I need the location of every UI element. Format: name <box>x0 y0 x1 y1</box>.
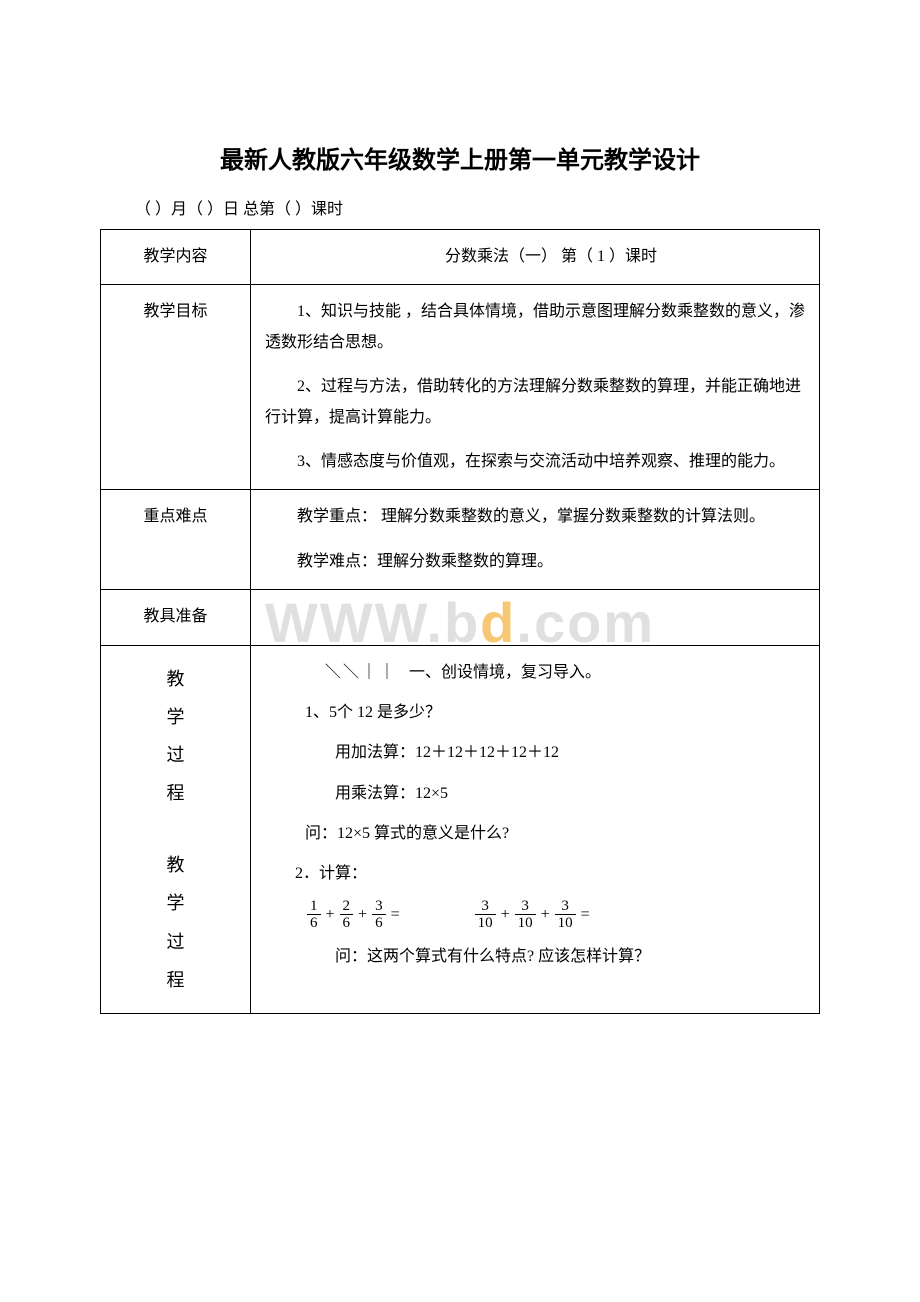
process-char: 教 <box>115 848 236 882</box>
fraction: 310 <box>555 898 576 932</box>
tools-value <box>251 590 820 645</box>
process-body: ＼＼｜｜ 一、创设情境，复习导入。 1、5个 12 是多少？ 用加法算：12＋1… <box>251 645 820 1014</box>
goal-cell: 1、知识与技能 ，结合具体情境，借助示意图理解分数乘整数的意义，渗透数形结合思想… <box>251 285 820 490</box>
tally-marks: ＼＼｜｜ <box>325 664 397 681</box>
fraction: 26 <box>340 898 354 932</box>
process-q3: 问：这两个算式有什么特点? 应该怎样计算？ <box>335 942 805 972</box>
equation-2: 310 + 310 + 310 = <box>473 898 593 932</box>
page-title: 最新人教版六年级数学上册第一单元教学设计 <box>100 140 820 175</box>
fraction: 16 <box>307 898 321 932</box>
fraction: 36 <box>372 898 386 932</box>
equation-line: 16 + 26 + 36 = 310 + 310 + 310 = <box>305 898 805 932</box>
process-char: 程 <box>115 776 236 810</box>
content-value: 分数乘法（一） 第（ 1 ）课时 <box>251 230 820 285</box>
content-label: 教学内容 <box>101 230 251 285</box>
process-a2: 用乘法算：12×5 <box>335 779 805 809</box>
process-a1: 用加法算：12＋12＋12＋12＋12 <box>335 738 805 768</box>
goal-1: 1、知识与技能 ，结合具体情境，借助示意图理解分数乘整数的意义，渗透数形结合思想… <box>265 297 805 358</box>
goal-label: 教学目标 <box>101 285 251 490</box>
process-char: 学 <box>115 886 236 920</box>
process-char: 学 <box>115 700 236 734</box>
keypoint-cell: 教学重点： 理解分数乘整数的意义，掌握分数乘整数的计算法则。 教学难点：理解分数… <box>251 490 820 590</box>
process-char: 教 <box>115 662 236 696</box>
process-q2: 问：12×5 算式的意义是什么? <box>305 819 805 849</box>
process-heading: 一、创设情境，复习导入。 <box>409 664 601 681</box>
lesson-plan-table: 教学内容 分数乘法（一） 第（ 1 ）课时 教学目标 1、知识与技能 ，结合具体… <box>100 229 820 1014</box>
table-row: 重点难点 教学重点： 理解分数乘整数的意义，掌握分数乘整数的计算法则。 教学难点… <box>101 490 820 590</box>
table-row: 教学目标 1、知识与技能 ，结合具体情境，借助示意图理解分数乘整数的意义，渗透数… <box>101 285 820 490</box>
keypoint-2: 教学难点：理解分数乘整数的算理。 <box>265 547 805 577</box>
page-subtitle: （ ）月（ ）日 总第（ ）课时 <box>135 195 820 219</box>
process-q1: 1、5个 12 是多少？ <box>305 698 805 728</box>
keypoint-label: 重点难点 <box>101 490 251 590</box>
fraction: 310 <box>475 898 496 932</box>
process-label: 教 学 过 程 教 学 过 程 <box>101 645 251 1014</box>
goal-3: 3、情感态度与价值观，在探索与交流活动中培养观察、推理的能力。 <box>265 447 805 477</box>
process-char: 过 <box>115 925 236 959</box>
goal-2: 2、过程与方法，借助转化的方法理解分数乘整数的算理，并能正确地进行计算，提高计算… <box>265 372 805 433</box>
process-char: 过 <box>115 738 236 772</box>
keypoint-1: 教学重点： 理解分数乘整数的意义，掌握分数乘整数的计算法则。 <box>265 502 805 532</box>
fraction: 310 <box>515 898 536 932</box>
table-row: 教具准备 <box>101 590 820 645</box>
process-char: 程 <box>115 963 236 997</box>
tools-label: 教具准备 <box>101 590 251 645</box>
process-sec2: 2．计算： <box>295 859 805 889</box>
table-row: 教 学 过 程 教 学 过 程 ＼＼｜｜ 一、创设情境，复习导入。 1、5个 1… <box>101 645 820 1014</box>
equation-1: 16 + 26 + 36 = <box>305 898 403 932</box>
table-row: 教学内容 分数乘法（一） 第（ 1 ）课时 <box>101 230 820 285</box>
